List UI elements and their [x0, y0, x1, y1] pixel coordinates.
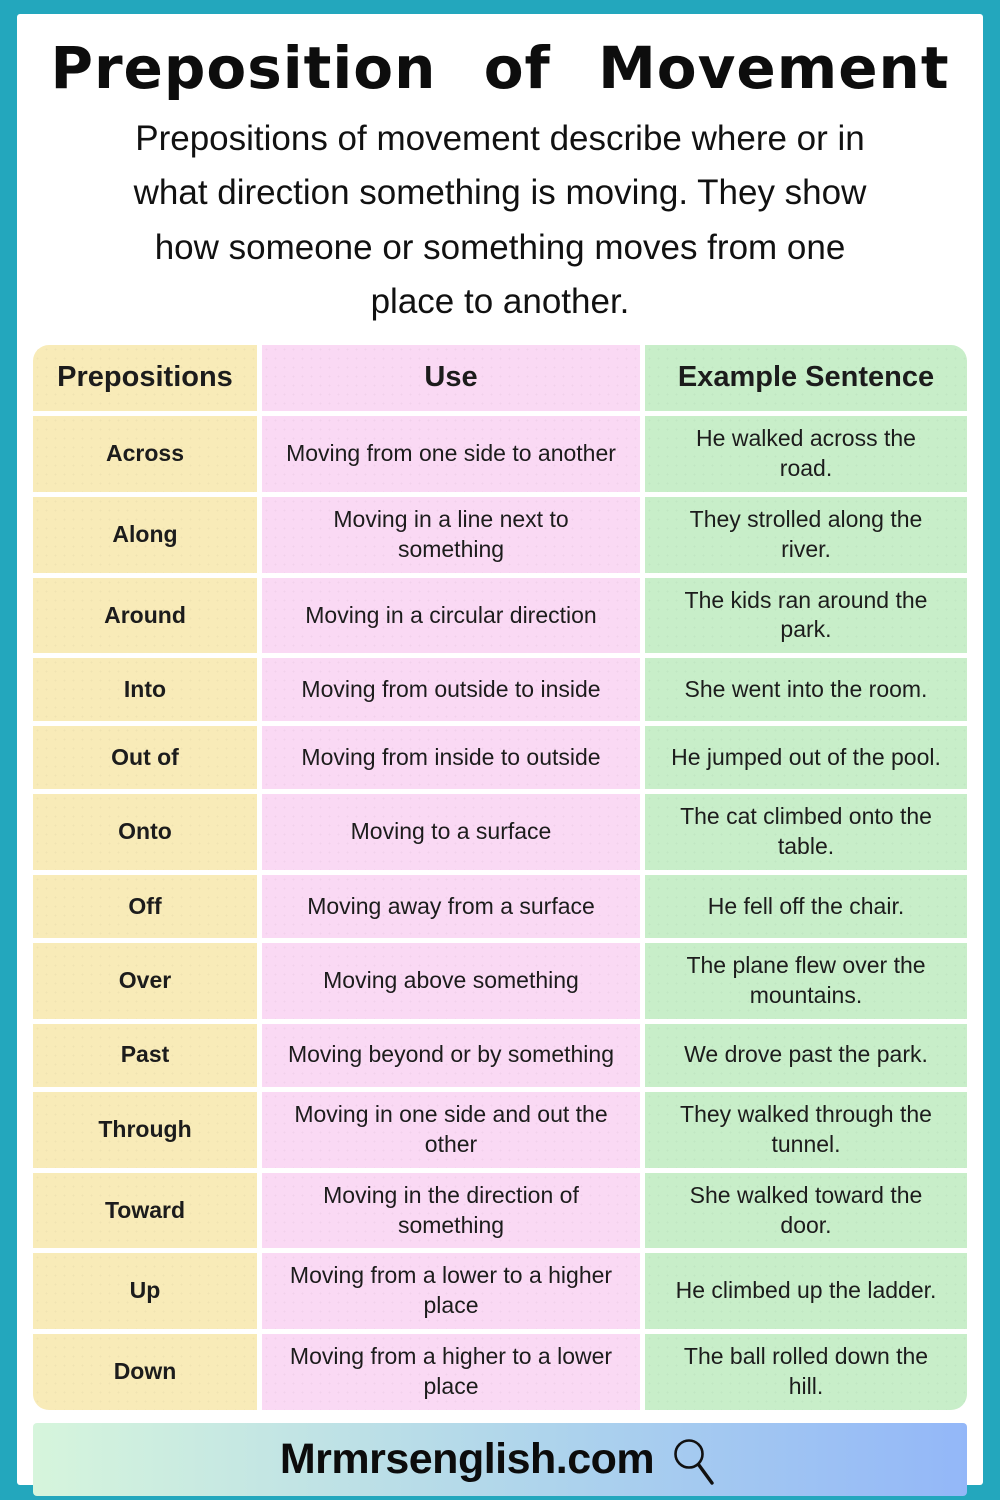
- table-cell-preposition: Into: [33, 658, 257, 722]
- table-cell-example: He jumped out of the pool.: [645, 726, 967, 790]
- description-line: how someone or something moves from one: [154, 227, 846, 267]
- table-cell-preposition: Up: [33, 1253, 257, 1330]
- table-cell-example: The cat climbed onto the table.: [645, 794, 967, 871]
- table-cell-use: Moving above something: [262, 943, 640, 1019]
- table-cell-preposition: Around: [33, 577, 257, 654]
- table-cell-example: He fell off the chair.: [645, 875, 967, 939]
- table-cell-preposition: Off: [33, 875, 257, 939]
- table-cell-use: Moving from outside to inside: [262, 658, 640, 722]
- table-cell-example: The kids ran around the park.: [645, 577, 967, 654]
- table-cell-example: He walked across the road.: [645, 416, 967, 492]
- column-header-use: Use: [262, 345, 640, 411]
- infographic-page: Preposition of Movement Prepositions of …: [17, 14, 983, 1497]
- table-cell-example: The plane flew over the mountains.: [645, 943, 967, 1019]
- website-name: Mrmrsenglish.com: [279, 1435, 655, 1484]
- table-cell-example: She went into the room.: [645, 658, 967, 722]
- table-cell-use: Moving to a surface: [262, 794, 640, 871]
- page-title: Preposition of Movement: [50, 34, 950, 102]
- table-cell-preposition: Across: [33, 416, 257, 492]
- description-line: what direction something is moving. They…: [133, 173, 867, 213]
- table-cell-preposition: Along: [33, 496, 257, 573]
- table-cell-example: They walked through the tunnel.: [645, 1091, 967, 1168]
- table-cell-preposition: Past: [33, 1023, 257, 1087]
- table-cell-preposition: Over: [33, 943, 257, 1019]
- description-line: Prepositions of movement describe where …: [135, 119, 865, 158]
- table-cell-preposition: Onto: [33, 794, 257, 871]
- table-cell-use: Moving from a higher to a lower place: [262, 1334, 640, 1411]
- table-cell-use: Moving in a circular direction: [262, 577, 640, 654]
- column-header-example: Example Sentence: [645, 345, 967, 411]
- table-cell-use: Moving from one side to another: [262, 416, 640, 492]
- description: Prepositions of movement describe where …: [33, 112, 967, 329]
- table-cell-example: They strolled along the river.: [645, 496, 967, 573]
- search-icon: [674, 1438, 714, 1485]
- table-cell-example: He climbed up the ladder.: [645, 1253, 967, 1330]
- table-cell-use: Moving beyond or by something: [262, 1023, 640, 1087]
- table-cell-preposition: Down: [33, 1334, 257, 1411]
- table-cell-example: We drove past the park.: [645, 1023, 967, 1087]
- table-cell-use: Moving in the direction of something: [262, 1172, 640, 1249]
- table-cell-use: Moving from inside to outside: [262, 726, 640, 790]
- table-cell-example: The ball rolled down the hill.: [645, 1334, 967, 1411]
- table-cell-use: Moving from a lower to a higher place: [262, 1253, 640, 1330]
- table-cell-example: She walked toward the door.: [645, 1172, 967, 1249]
- footer-banner: Mrmrsenglish.com: [33, 1423, 967, 1497]
- description-line: place to another.: [370, 281, 630, 321]
- table-cell-use: Moving in a line next to something: [262, 496, 640, 573]
- table-cell-use: Moving away from a surface: [262, 875, 640, 939]
- table-cell-preposition: Toward: [33, 1172, 257, 1249]
- table-cell-use: Moving in one side and out the other: [262, 1091, 640, 1168]
- table-cell-preposition: Through: [33, 1091, 257, 1168]
- column-header-prepositions: Prepositions: [33, 345, 257, 411]
- prepositions-table: Prepositions Use Example Sentence Across…: [33, 345, 967, 1411]
- table-cell-preposition: Out of: [33, 726, 257, 790]
